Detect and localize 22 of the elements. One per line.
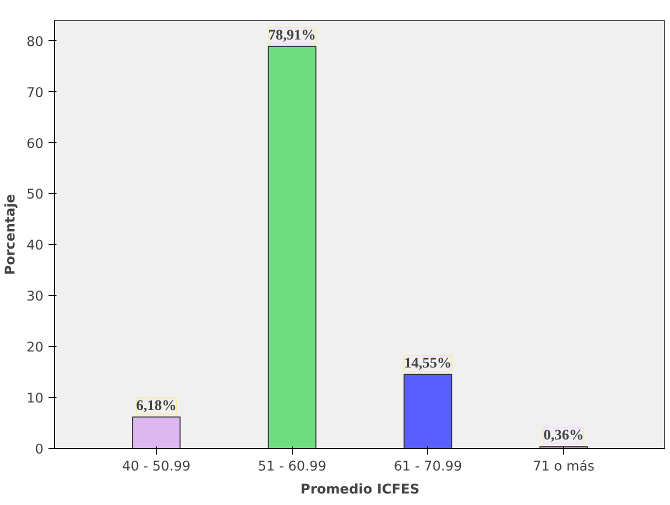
y-tick-label: 30 [26,290,44,305]
data-label: 14,55% [404,355,452,372]
bar [404,374,452,448]
x-tick-label: 61 - 70.99 [394,460,462,474]
y-tick-label: 50 [26,188,44,203]
y-axis-title: Porcentaje [4,194,19,275]
y-tick-label: 60 [26,136,44,152]
bar [268,46,316,448]
data-label: 6,18% [136,398,176,414]
bar [132,416,181,448]
y-tick-label: 40 [26,238,44,254]
data-label: 0,36% [544,428,584,444]
y-tick-label: 0 [35,442,44,458]
y-tick-label: 70 [26,86,44,101]
y-tick-label: 80 [26,34,44,50]
data-label: 78,91% [268,27,316,44]
y-tick-label: 20 [26,340,44,356]
x-tick-label: 40 - 50.99 [122,460,191,474]
x-axis-title: Promedio ICFES [300,482,420,498]
y-tick-label: 10 [26,392,44,407]
x-tick-label: 51 - 60.99 [258,460,326,474]
x-tick-label: 71 o más [532,460,595,474]
